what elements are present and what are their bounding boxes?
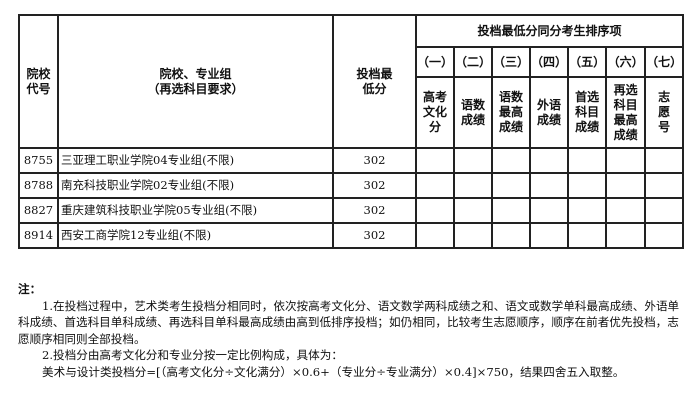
row-tiebreak-cell: [567, 197, 608, 224]
row-code: 8827: [18, 197, 59, 224]
tiebreak-label: 志愿号: [644, 76, 685, 149]
row-tiebreak-cell: [491, 147, 532, 174]
tiebreak-num: （三）: [491, 46, 532, 78]
row-tiebreak-cell: [529, 222, 570, 249]
tiebreak-label: 首选科目成绩: [567, 76, 608, 149]
tiebreak-num: （五）: [567, 46, 608, 78]
tiebreak-num: （七）: [644, 46, 685, 78]
tiebreak-label: 语数最高成绩: [491, 76, 532, 149]
tiebreak-label: 再选科目最高成绩: [605, 76, 647, 149]
row-name: 重庆建筑科技职业学院05专业组(不限): [57, 197, 334, 224]
row-tiebreak-cell: [605, 222, 647, 249]
row-name: 三亚理工职业学院04专业组(不限): [57, 147, 334, 174]
table-row: 8827 重庆建筑科技职业学院05专业组(不限) 302: [18, 197, 685, 224]
row-tiebreak-cell: [605, 147, 647, 174]
row-tiebreak-cell: [491, 222, 532, 249]
admission-table: 院校代号 院校、专业组 （再选科目要求） 投档最低分 投档最低分同分考生排序项 （…: [18, 14, 685, 249]
header-name-line2: （再选科目要求）: [147, 81, 244, 96]
row-tiebreak-cell: [453, 172, 494, 199]
note-2: 2.投档分由高考文化分和专业分按一定比例构成，具体为：: [42, 348, 343, 362]
tiebreak-num: （四）: [529, 46, 570, 78]
note-3: 美术与设计类投档分=[（高考文化分÷文化满分）×0.6+（专业分÷专业满分）×0…: [42, 364, 625, 379]
row-tiebreak-cell: [529, 197, 570, 224]
row-tiebreak-cell: [491, 172, 532, 199]
row-score: 302: [332, 222, 417, 249]
table-row: 8914 西安工商学院12专业组(不限) 302: [18, 222, 685, 249]
row-tiebreak-cell: [491, 197, 532, 224]
notes: 注： 1.在投档过程中，艺术类考生投档分相同时，依次按高考文化分、语文数学两科成…: [18, 281, 680, 380]
row-tiebreak-cell: [644, 172, 685, 199]
tiebreak-label: 高考文化分: [414, 76, 456, 149]
row-name: 西安工商学院12专业组(不限): [57, 222, 334, 249]
header-name: 院校、专业组 （再选科目要求）: [57, 14, 334, 149]
header-code: 院校代号: [18, 14, 59, 149]
row-tiebreak-cell: [453, 222, 494, 249]
row-tiebreak-cell: [567, 172, 608, 199]
row-code: 8914: [18, 222, 59, 249]
tiebreak-label: 外语成绩: [529, 76, 570, 149]
row-tiebreak-cell: [567, 222, 608, 249]
row-score: 302: [332, 197, 417, 224]
row-tiebreak-cell: [414, 172, 456, 199]
tiebreak-num: （六）: [605, 46, 647, 78]
row-tiebreak-cell: [644, 197, 685, 224]
header-tiebreak-title: 投档最低分同分考生排序项: [414, 14, 685, 48]
tiebreak-num: （二）: [453, 46, 494, 78]
row-tiebreak-cell: [414, 197, 456, 224]
row-tiebreak-cell: [529, 147, 570, 174]
header-score: 投档最低分: [332, 14, 417, 149]
note-1: 1.在投档过程中，艺术类考生投档分相同时，依次按高考文化分、语文数学两科成绩之和…: [18, 298, 680, 346]
table-row: 8788 南充科技职业学院02专业组(不限) 302: [18, 172, 685, 199]
tiebreak-num: （一）: [414, 46, 456, 78]
row-tiebreak-cell: [644, 222, 685, 249]
row-tiebreak-cell: [605, 172, 647, 199]
header-name-line1: 院校、专业组: [159, 66, 232, 81]
row-tiebreak-cell: [605, 197, 647, 224]
row-tiebreak-cell: [644, 147, 685, 174]
row-tiebreak-cell: [453, 147, 494, 174]
tiebreak-label: 语数成绩: [453, 76, 494, 149]
row-name: 南充科技职业学院02专业组(不限): [57, 172, 334, 199]
row-tiebreak-cell: [453, 197, 494, 224]
row-score: 302: [332, 172, 417, 199]
notes-title: 注：: [18, 282, 42, 296]
row-code: 8755: [18, 147, 59, 174]
table-row: 8755 三亚理工职业学院04专业组(不限) 302: [18, 147, 685, 174]
row-tiebreak-cell: [529, 172, 570, 199]
row-code: 8788: [18, 172, 59, 199]
row-score: 302: [332, 147, 417, 174]
row-tiebreak-cell: [414, 222, 456, 249]
row-tiebreak-cell: [567, 147, 608, 174]
row-tiebreak-cell: [414, 147, 456, 174]
